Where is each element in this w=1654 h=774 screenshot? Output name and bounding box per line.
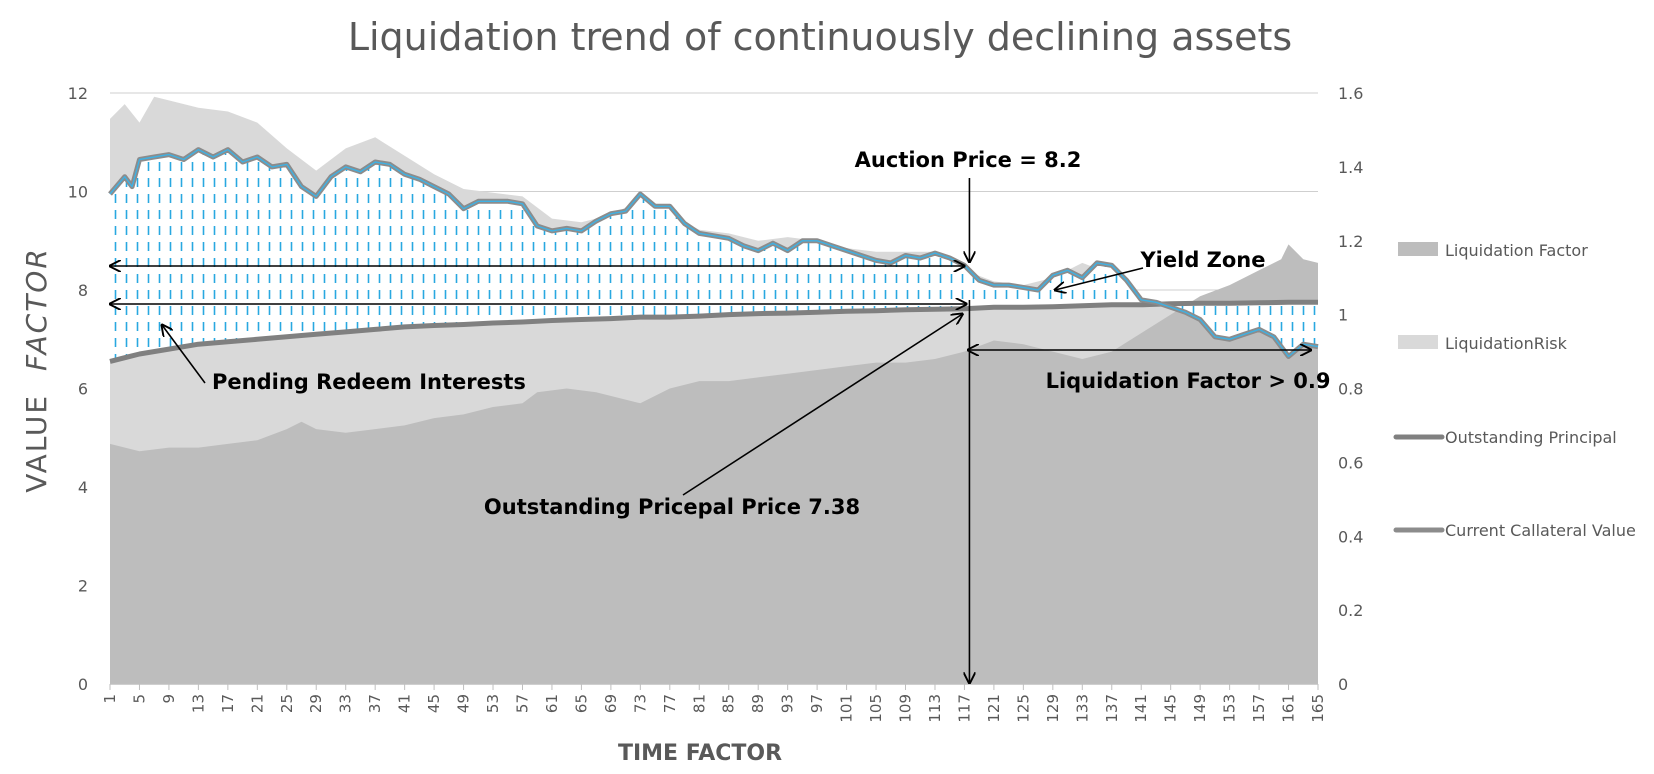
y-tick-label: 4 [78,478,88,497]
x-tick-label: 1 [101,694,119,704]
y-tick-label: 0 [78,675,88,694]
y2-tick-label: 0.6 [1338,453,1363,472]
x-tick-label: 129 [1044,694,1062,723]
x-tick-label: 85 [720,694,738,713]
annotations: Auction Price = 8.2 Yield Zone Pending Red… [110,148,1330,683]
x-tick-label: 65 [572,694,590,713]
x-tick-label: 69 [602,694,620,713]
x-tick-label: 161 [1280,694,1298,723]
x-tick-label: 73 [631,694,649,713]
x-tick-label: 17 [219,694,237,713]
x-tick-label: 5 [131,694,149,704]
y2-tick-label: 1.2 [1338,232,1363,251]
y-tick-label: 2 [78,577,88,596]
annotation-label: Outstanding Pricepal Price 7.38 [484,495,860,519]
legend-label: Liquidation Factor [1445,241,1588,260]
y-tick-label: 6 [78,380,88,399]
x-tick-label: 53 [484,694,502,713]
x-tick-label: 77 [661,694,679,713]
x-tick-label: 21 [248,694,266,713]
legend-label: LiquidationRisk [1445,334,1568,353]
x-tick-label: 41 [396,694,414,713]
x-tick-label: 141 [1132,694,1150,723]
legend-label: Outstanding Principal [1445,428,1617,447]
x-tick-label: 81 [690,694,708,713]
legend-swatch [1398,335,1438,349]
chart-title: Liquidation trend of continuously declin… [348,15,1292,59]
y-tick-label: 12 [68,84,88,103]
x-tick-label: 157 [1250,694,1268,723]
y-axis-label: VALUE FACTOR [20,247,53,493]
x-tick-label: 57 [514,694,532,713]
y2-tick-label: 1 [1338,306,1348,325]
line-outstanding-principal [109,299,1318,364]
arrow-pending-redeem [162,325,206,384]
x-tick-label: 61 [543,694,561,713]
x-tick-label: 45 [425,694,443,713]
y-axis-label-part-1: VALUE [20,394,53,493]
x-tick-label: 145 [1162,694,1180,723]
x-tick-label: 89 [749,694,767,713]
legend: Liquidation Factor LiquidationRisk Outstan… [1393,241,1636,540]
y2-tick-label: 0.2 [1338,601,1363,620]
x-tick-label: 121 [985,694,1003,723]
x-tick-label: 97 [808,694,826,713]
x-tick-label: 93 [779,694,797,713]
x-tick-label: 101 [838,694,856,723]
y-tick-label: 8 [78,281,88,300]
y2-tick-label: 1.6 [1338,84,1363,103]
x-tick-label: 149 [1191,694,1209,723]
y-tick-label: 10 [68,183,88,202]
x-tick-label: 13 [189,694,207,713]
arrow-yield-zone [1055,267,1144,290]
x-tick-label: 37 [366,694,384,713]
x-tick-label: 33 [337,694,355,713]
x-tick-label: 125 [1014,694,1032,723]
x-tick-label: 137 [1103,694,1121,723]
annotation-label: Liquidation Factor > 0.9 [1046,369,1331,393]
axes: 0 2 4 6 8 10 12 0 0.2 0.4 0.6 0.8 1 1.2 1.4 1.6 1 5 9 13 17 2… [68,84,1364,723]
y2-tick-label: 0.8 [1338,380,1363,399]
legend-label: Current Callateral Value [1445,521,1636,540]
x-tick-label: 9 [160,694,178,704]
y2-tick-label: 0 [1338,675,1348,694]
x-tick-label: 49 [455,694,473,713]
x-tick-label: 29 [307,694,325,713]
y2-tick-label: 0.4 [1338,527,1363,546]
annotation-label: Yield Zone [1139,248,1265,272]
y-axis-label-part-2: FACTOR [20,247,53,371]
legend-swatch [1398,242,1438,256]
x-tick-label: 25 [278,694,296,713]
arrow-outstanding-principal [682,314,962,496]
x-tick-label: 113 [926,694,944,723]
line-current-collateral-value-inner [109,148,1319,358]
x-tick-label: 105 [867,694,885,723]
x-tick-label: 133 [1073,694,1091,723]
x-tick-label: 165 [1309,694,1327,723]
annotation-label: Auction Price = 8.2 [855,148,1082,172]
x-axis-label: TIME FACTOR [618,741,782,766]
annotation-label: Pending Redeem Interests [212,370,526,394]
y2-tick-label: 1.4 [1338,158,1363,177]
x-tick-label: 109 [897,694,915,723]
x-tick-label: 153 [1221,694,1239,723]
x-tick-label: 117 [955,694,973,723]
